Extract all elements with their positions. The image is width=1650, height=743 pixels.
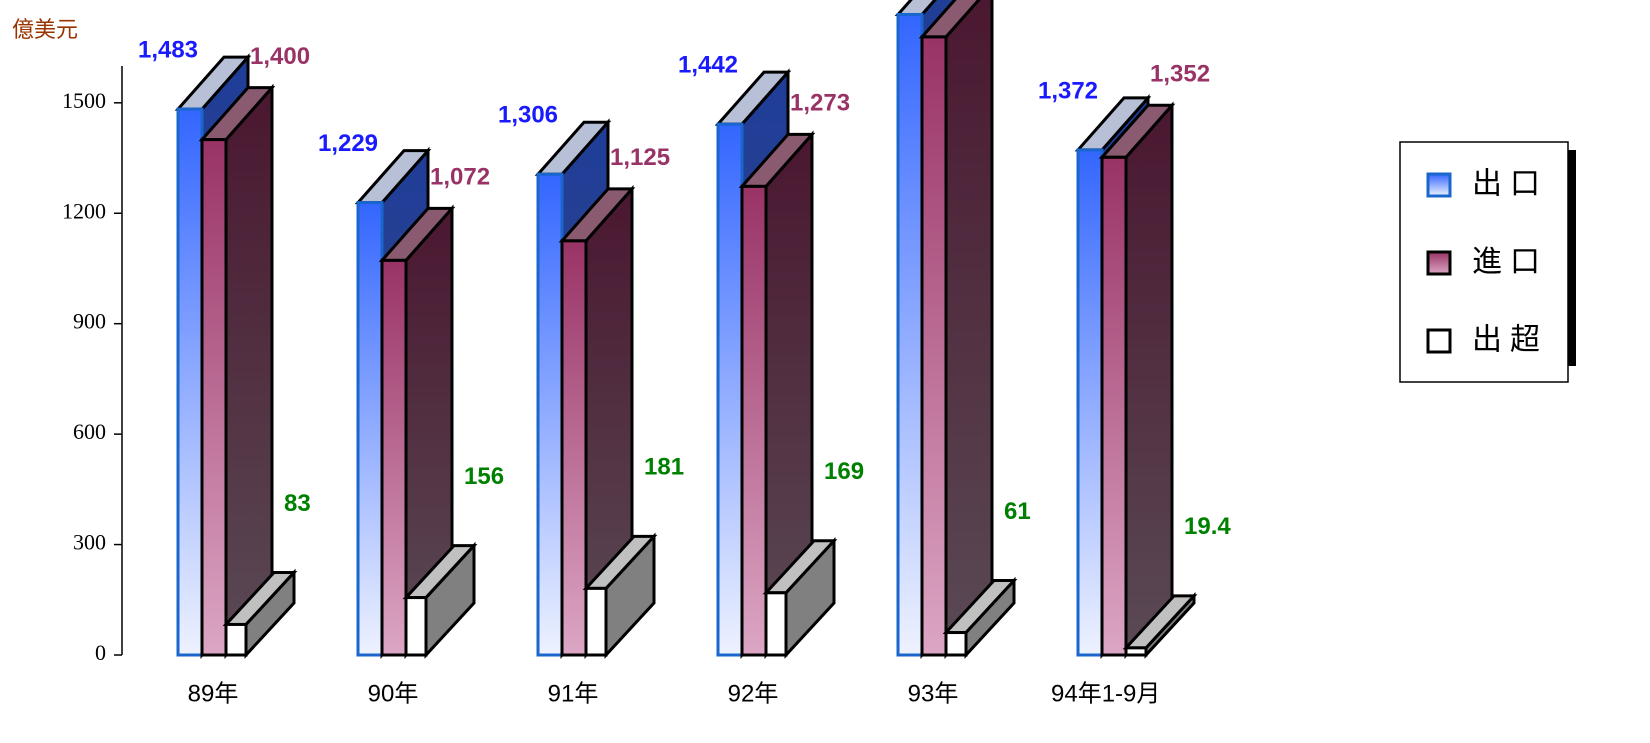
import-value-label: 1,125 [610, 144, 670, 171]
export-bar [716, 122, 744, 657]
export-value-label: 1,442 [678, 52, 738, 79]
export-value-label: 1,229 [318, 130, 378, 157]
legend-label: 出超 [1472, 323, 1548, 358]
legend-label: 進口 [1472, 245, 1548, 280]
import-bar [380, 258, 408, 657]
x-tick-label: 90年 [368, 680, 419, 707]
export-value-label: 1,306 [498, 102, 558, 129]
surplus-value-label: 156 [464, 463, 504, 490]
export-bar [1076, 148, 1104, 657]
surplus-value-label: 61 [1004, 498, 1031, 525]
export-bar [536, 172, 564, 657]
import-bar [920, 35, 948, 657]
surplus-value-label: 19.4 [1184, 513, 1231, 540]
surplus-bar [1124, 646, 1148, 657]
y-tick-label: 300 [73, 530, 106, 555]
import-bar-side [1124, 101, 1174, 659]
import-value-label: 1,352 [1150, 61, 1210, 88]
y-tick-label: 600 [73, 419, 106, 444]
import-bar-side [944, 0, 994, 659]
export-bar [356, 201, 384, 657]
x-tick-label: 89年 [188, 680, 239, 707]
y-axis-unit: 億美元 [12, 17, 78, 42]
surplus-bar [584, 586, 608, 657]
surplus-bar [404, 596, 428, 657]
y-tick-label: 0 [95, 640, 106, 665]
import-value-label: 1,273 [790, 90, 850, 117]
x-tick-label: 92年 [728, 680, 779, 707]
import-bar [200, 138, 228, 657]
surplus-bar [944, 631, 968, 657]
legend-swatch [1426, 250, 1452, 276]
surplus-value-label: 83 [284, 490, 311, 517]
x-tick-label: 93年 [908, 680, 959, 707]
y-tick-label: 900 [73, 309, 106, 334]
x-tick-label: 91年 [548, 680, 599, 707]
surplus-value-label: 169 [824, 458, 864, 485]
surplus-value-label: 181 [644, 454, 684, 481]
legend-label: 出口 [1472, 167, 1548, 202]
export-value-label: 1,372 [1038, 77, 1098, 104]
import-bar-side [224, 83, 274, 659]
legend-swatch [1426, 328, 1452, 354]
legend-swatch [1426, 172, 1452, 198]
import-value-label: 1,400 [250, 43, 310, 70]
import-bar [1100, 155, 1128, 657]
export-bar [896, 12, 924, 657]
import-value-label: 1,072 [430, 164, 490, 191]
x-tick-label: 94年1-9月 [1051, 680, 1160, 707]
export-value-label: 1,483 [138, 36, 198, 63]
surplus-bar [224, 622, 248, 657]
surplus-bar [764, 591, 788, 657]
import-bar [560, 239, 588, 657]
export-bar [176, 107, 204, 657]
import-bar [740, 184, 768, 657]
y-tick-label: 1200 [62, 198, 106, 223]
y-tick-label: 1500 [62, 88, 106, 113]
